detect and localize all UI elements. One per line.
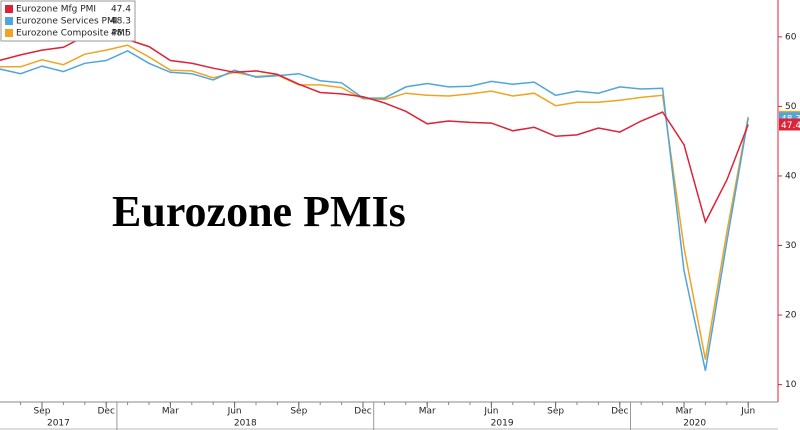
y-tick-label: 30 (785, 241, 797, 251)
y-tick-label: 40 (785, 171, 797, 181)
x-tick-label: Sep (34, 407, 51, 417)
x-tick-label: Sep (547, 407, 564, 417)
legend-label: Eurozone Services PMI (16, 17, 117, 27)
x-tick-label: Dec (611, 407, 628, 417)
legend: Eurozone Mfg PMI 47.4 Eurozone Services PM… (0, 0, 136, 42)
y-tick-label: 10 (785, 380, 797, 390)
x-tick-label: Jun (227, 407, 242, 417)
legend-swatch (5, 17, 13, 25)
x-tick-label: Jun (483, 407, 498, 417)
year-label: 2018 (234, 419, 257, 429)
legend-value: 48.5 (111, 29, 131, 39)
chart-annotation: Eurozone PMIs (112, 187, 406, 236)
legend-label: Eurozone Composite PMI (16, 29, 127, 39)
end-tag-label: 47.4 (781, 121, 800, 131)
year-label: 2019 (491, 419, 514, 429)
legend-box (0, 0, 136, 42)
x-tick-label: Sep (290, 407, 307, 417)
y-tick-label: 60 (785, 32, 797, 42)
x-tick-label: Mar (419, 407, 436, 417)
y-tick-label: 20 (785, 311, 797, 321)
x-tick-label: Dec (97, 407, 114, 417)
x-tick-label: Mar (162, 407, 179, 417)
x-tick-label: Jun (740, 407, 755, 417)
x-tick-label: Dec (354, 407, 371, 417)
year-label: 2020 (683, 419, 706, 429)
legend-value: 48.3 (111, 17, 131, 27)
legend-value: 47.4 (111, 5, 131, 15)
year-label: 2017 (47, 419, 70, 429)
legend-swatch (5, 29, 13, 37)
legend-label: Eurozone Mfg PMI (16, 5, 96, 15)
y-tick-label: 50 (785, 102, 797, 112)
series-line (0, 49, 749, 371)
legend-swatch (5, 5, 13, 13)
end-tag (779, 118, 800, 131)
x-tick-label: Mar (676, 407, 693, 417)
